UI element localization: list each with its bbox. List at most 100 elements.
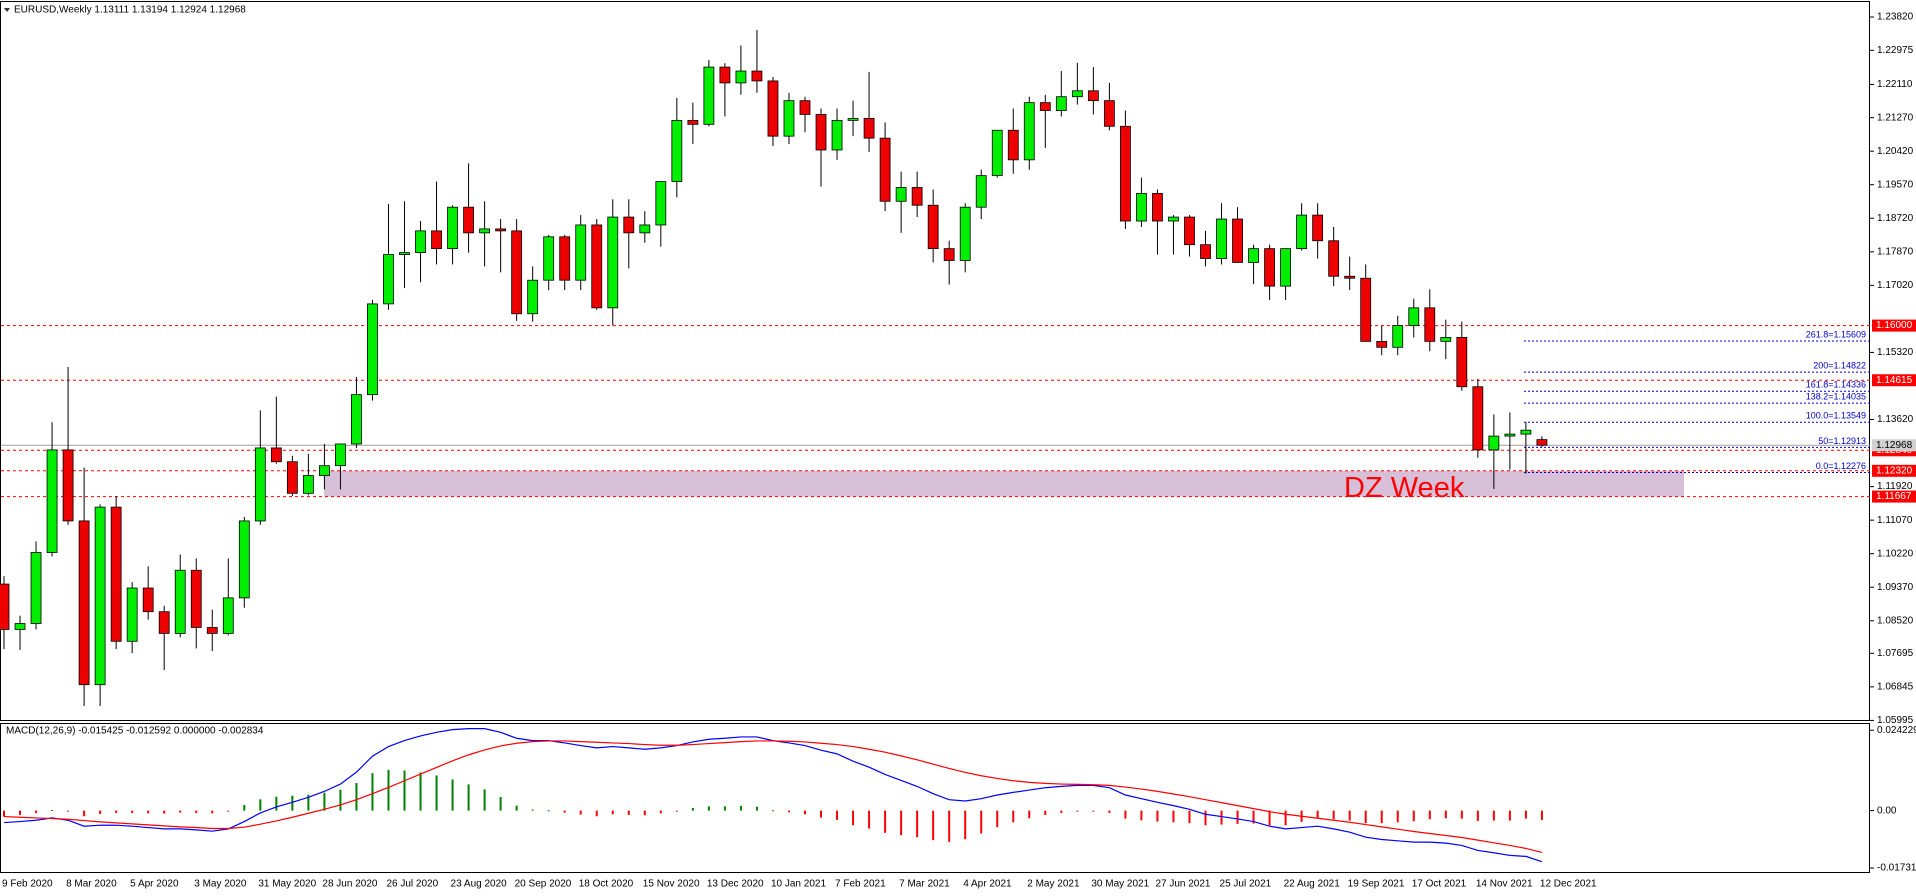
candle-body [1184, 216, 1195, 246]
candle-body [703, 66, 715, 125]
macd-title: MACD(12,26,9) -0.015425 -0.012592 0.0000… [6, 726, 264, 737]
histogram-bar [323, 792, 326, 811]
chart-title: EURUSD,Weekly 1.13111 1.13194 1.12924 1.… [14, 5, 246, 16]
dropdown-arrow[interactable] [4, 8, 10, 12]
candle-body [1424, 307, 1436, 342]
histogram-bar [387, 769, 390, 811]
y-tick-label: 1.20420 [1877, 146, 1914, 157]
y-tick-label: 1.22110 [1877, 79, 1913, 90]
level-price-label: 1.12320 [1876, 465, 1913, 476]
y-tick-label: 1.23820 [1877, 12, 1914, 23]
candle-body [206, 627, 218, 634]
histogram-bar [1140, 810, 1143, 821]
histogram-bar [1492, 810, 1495, 821]
y-tick-label: 1.05995 [1877, 715, 1914, 726]
histogram-bar [1252, 810, 1255, 824]
x-tick-label: 31 May 2020 [258, 879, 316, 890]
candle-body [367, 303, 378, 396]
histogram-bar [1316, 810, 1319, 819]
candle-body [1376, 340, 1388, 348]
histogram-bar [355, 783, 358, 811]
candle-body [943, 248, 955, 261]
level-price-box [1872, 464, 1916, 477]
main-panel-frame [0, 1, 1870, 721]
histogram-bar [259, 799, 262, 811]
candle-body [1344, 275, 1356, 279]
x-tick-label: 13 Dec 2020 [707, 879, 764, 890]
candle-body [671, 119, 683, 182]
fib-label: 0.0=1.12276 [1816, 461, 1866, 471]
candle-body [1007, 129, 1019, 161]
histogram-bar [163, 810, 166, 814]
candle-body [463, 206, 474, 234]
histogram-bar [1540, 810, 1543, 820]
candle-body [767, 80, 779, 137]
histogram-bar [804, 810, 806, 815]
candle-body [751, 70, 763, 82]
histogram-bar [611, 810, 614, 815]
candle-body [687, 119, 699, 125]
candle-body [1071, 90, 1083, 98]
histogram-bar [99, 810, 102, 814]
candle-body [1168, 216, 1179, 222]
candle-body [959, 206, 971, 261]
x-tick-label: 25 Jul 2021 [1220, 879, 1272, 890]
candle-body [399, 252, 410, 255]
candle-body [302, 475, 314, 494]
candle-body [1488, 435, 1500, 451]
histogram-bar [115, 810, 118, 813]
y-tick-label: 1.19570 [1877, 179, 1914, 190]
candle-body [1280, 248, 1291, 287]
histogram-bar [820, 810, 823, 818]
candle-body [1408, 307, 1420, 326]
candle-body [1520, 429, 1532, 435]
candle-body [911, 187, 923, 206]
candle-body [0, 583, 10, 630]
histogram-bar [547, 810, 550, 812]
candle-body [1264, 248, 1275, 287]
candle-body [527, 279, 539, 315]
y-tick-label: 1.21270 [1877, 112, 1914, 123]
candle-body [1456, 337, 1468, 388]
candle-body [46, 449, 58, 553]
histogram-bar [996, 810, 999, 828]
candle-body [1296, 214, 1308, 250]
histogram-bar [1108, 810, 1111, 813]
fib-label: 50=1.12913 [1818, 436, 1866, 446]
histogram-bar [195, 810, 198, 813]
y-tick-label: 1.15320 [1877, 347, 1914, 358]
x-tick-label: 17 Oct 2021 [1412, 879, 1467, 890]
x-tick-label: 22 Aug 2021 [1284, 879, 1341, 890]
histogram-bar [83, 810, 86, 817]
histogram-bar [771, 810, 774, 812]
histogram-bar [371, 773, 374, 811]
histogram-bar [67, 810, 70, 812]
x-tick-label: 3 May 2020 [194, 879, 247, 890]
histogram-bar [739, 805, 742, 811]
candle-body [799, 100, 811, 115]
x-tick-label: 4 Apr 2021 [963, 879, 1012, 890]
histogram-bar [3, 810, 5, 817]
histogram-bar [1332, 810, 1335, 820]
candle-body [254, 447, 266, 522]
histogram-bar [291, 795, 294, 811]
histogram-bar [675, 810, 678, 812]
candle-body [1087, 90, 1099, 102]
candle-body [895, 187, 907, 202]
histogram-bar [1156, 810, 1159, 822]
histogram-bar [980, 810, 983, 834]
candle-body [735, 70, 747, 84]
candle-body [270, 447, 282, 463]
x-tick-label: 12 Dec 2021 [1540, 879, 1597, 890]
candle-body [975, 175, 987, 208]
candle-body [174, 569, 186, 634]
candle-body [1055, 96, 1067, 111]
histogram-bar [1524, 810, 1527, 819]
candle-body [126, 587, 138, 642]
y-tick-label: 1.18720 [1877, 213, 1914, 224]
candle-body [559, 236, 571, 281]
candle-body [927, 204, 939, 250]
candle-body [14, 623, 26, 630]
candle-body [78, 520, 90, 686]
candle-body [335, 443, 346, 467]
